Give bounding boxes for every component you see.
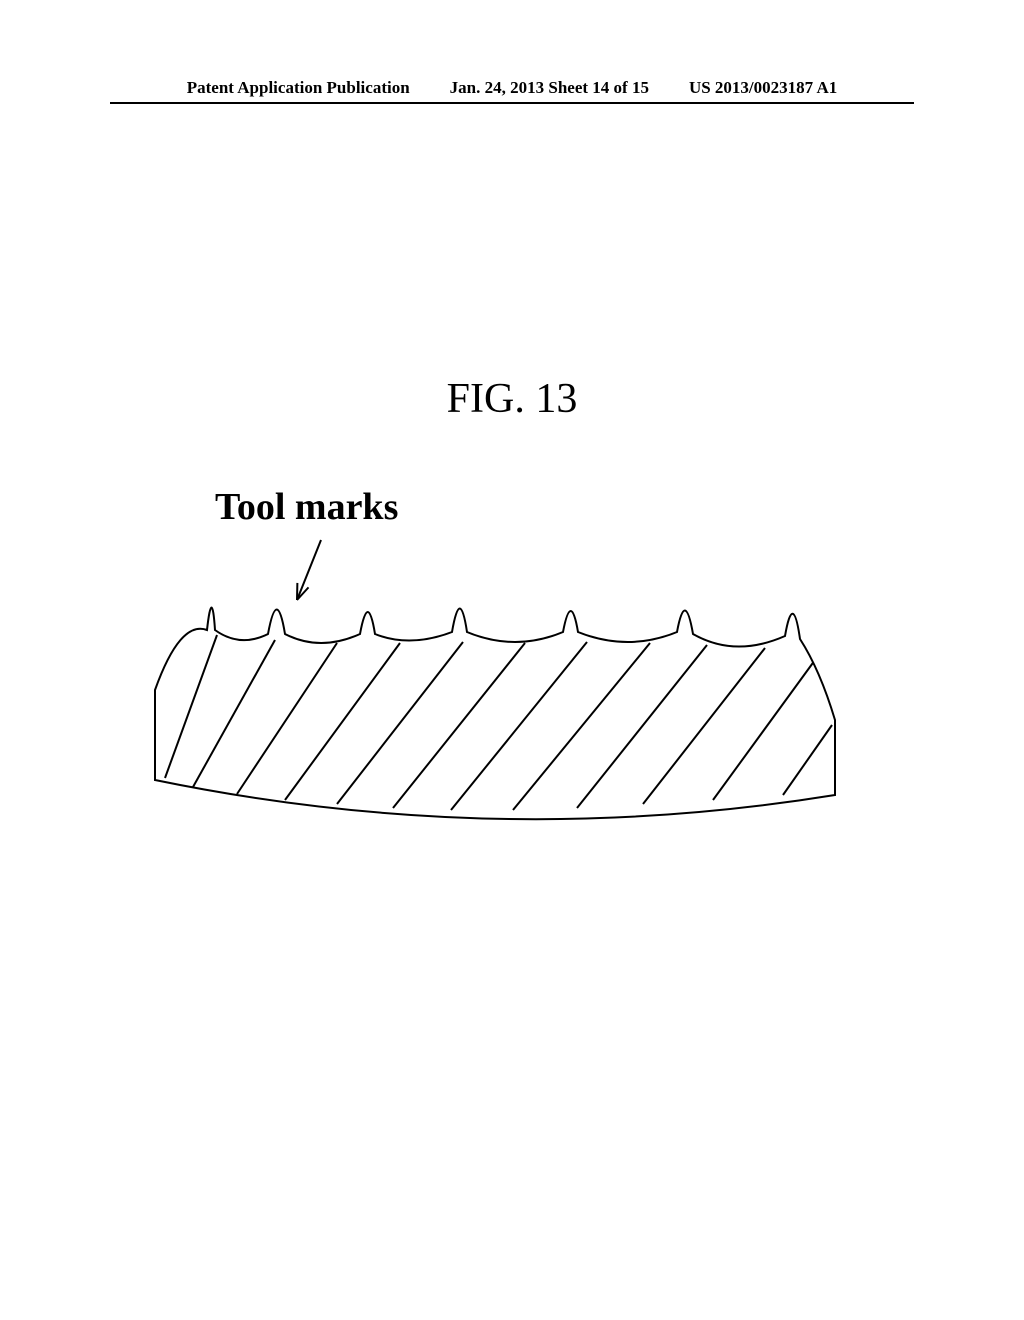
figure-title: FIG. 13: [0, 375, 1024, 423]
page-header: Patent Application Publication Jan. 24, …: [0, 78, 1024, 98]
tool-marks-label: Tool marks: [215, 485, 398, 529]
header-patent-number: US 2013/0023187 A1: [689, 78, 947, 98]
header-date-sheet: Jan. 24, 2013 Sheet 14 of 15: [450, 78, 649, 98]
header-publication: Patent Application Publication: [77, 78, 410, 98]
cross-section-outline: [155, 608, 835, 820]
leader-arrow: [297, 540, 321, 600]
header-rule: [110, 102, 914, 104]
figure-drawing: [145, 530, 865, 850]
